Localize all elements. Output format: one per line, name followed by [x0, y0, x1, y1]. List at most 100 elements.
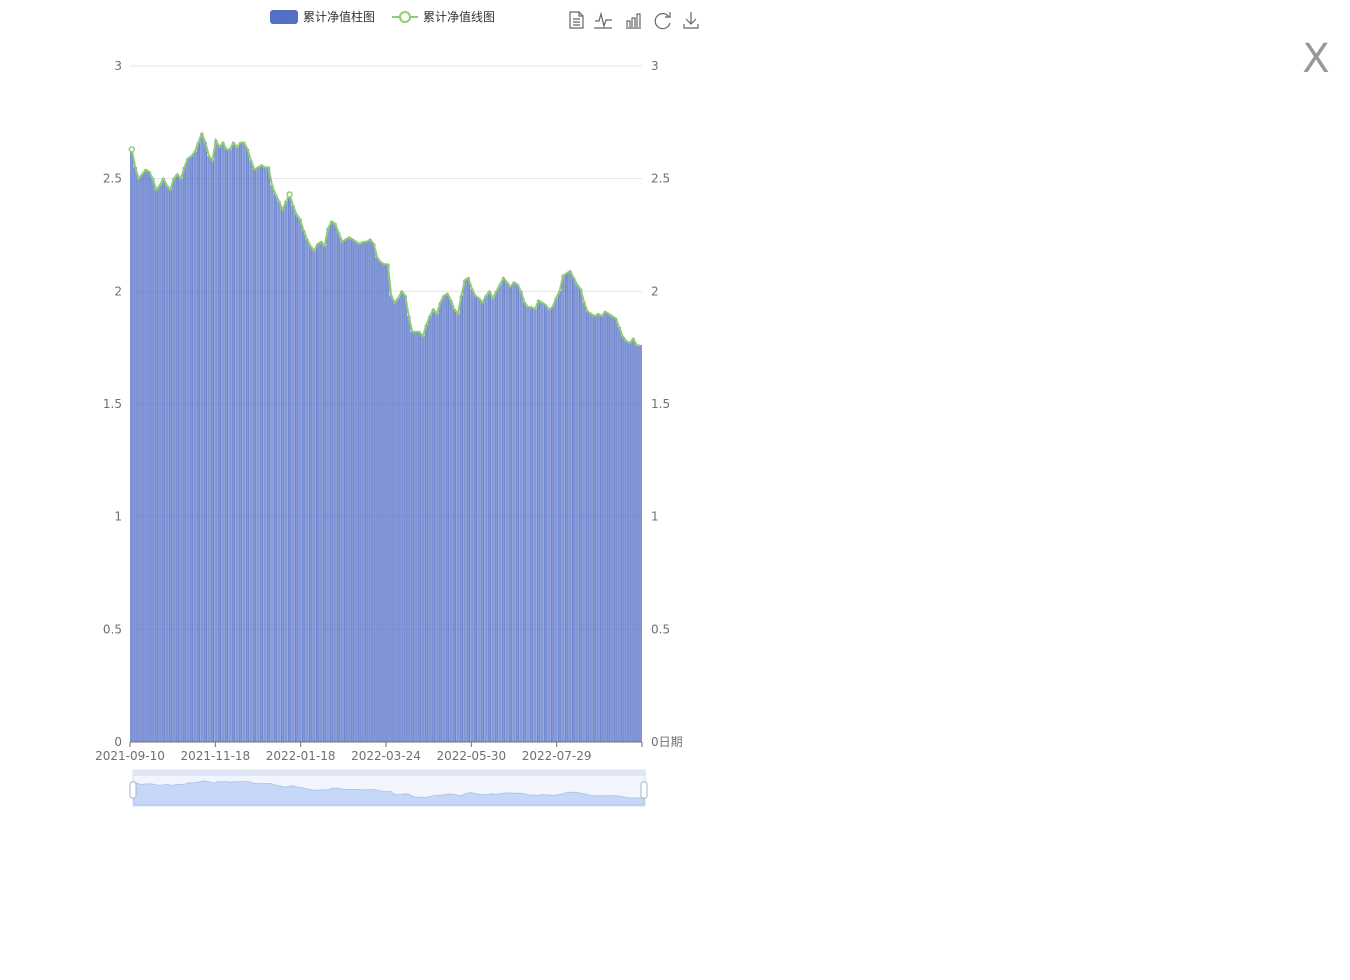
bar[interactable]	[424, 324, 428, 743]
bar[interactable]	[610, 315, 614, 743]
bar[interactable]	[294, 214, 299, 743]
bar[interactable]	[512, 282, 516, 743]
bar[interactable]	[319, 241, 323, 743]
bar[interactable]	[579, 288, 583, 743]
bar[interactable]	[603, 311, 607, 743]
bar[interactable]	[565, 273, 569, 743]
bar[interactable]	[452, 309, 456, 743]
bar[interactable]	[151, 178, 155, 743]
bar[interactable]	[147, 171, 151, 743]
bar[interactable]	[480, 302, 485, 743]
bar[interactable]	[326, 227, 330, 743]
bar[interactable]	[442, 295, 446, 743]
bar[interactable]	[533, 309, 537, 743]
bar[interactable]	[372, 243, 376, 743]
bar[interactable]	[207, 155, 211, 743]
bar[interactable]	[182, 167, 186, 743]
bar[interactable]	[519, 291, 523, 743]
bar[interactable]	[589, 313, 593, 743]
bar[interactable]	[522, 302, 527, 743]
bar[interactable]	[287, 194, 292, 743]
bar[interactable]	[624, 340, 628, 743]
close-button[interactable]: X	[1302, 36, 1330, 82]
bar[interactable]	[400, 291, 404, 743]
bar[interactable]	[137, 178, 141, 743]
bar[interactable]	[280, 209, 285, 743]
bar[interactable]	[586, 311, 590, 743]
bar[interactable]	[631, 338, 635, 743]
bar[interactable]	[568, 270, 572, 743]
bar[interactable]	[554, 297, 558, 743]
bar[interactable]	[158, 185, 162, 743]
bar[interactable]	[561, 275, 565, 743]
legend[interactable]: 累计净值柱图 累计净值线图	[270, 9, 495, 24]
bar[interactable]	[186, 158, 190, 743]
legend-item-bar[interactable]: 累计净值柱图	[270, 9, 375, 24]
bar[interactable]	[270, 185, 274, 743]
bar[interactable]	[638, 345, 642, 743]
bar[interactable]	[438, 302, 442, 743]
bar[interactable]	[309, 246, 313, 743]
bar[interactable]	[210, 160, 214, 743]
bar[interactable]	[189, 155, 193, 743]
bar[interactable]	[277, 200, 281, 743]
bar[interactable]	[414, 331, 418, 743]
bar[interactable]	[333, 223, 337, 743]
bar[interactable]	[347, 237, 351, 743]
bar[interactable]	[456, 313, 460, 743]
data-zoom-slider[interactable]	[129, 769, 648, 807]
bar[interactable]	[410, 331, 414, 743]
bar[interactable]	[459, 295, 463, 743]
bar[interactable]	[330, 221, 334, 743]
bar[interactable]	[172, 178, 176, 743]
bar[interactable]	[449, 300, 453, 743]
bar[interactable]	[217, 146, 222, 743]
bar[interactable]	[316, 243, 320, 743]
bar[interactable]	[361, 241, 365, 743]
bar[interactable]	[529, 306, 534, 743]
bar-chart-icon[interactable]	[626, 13, 641, 29]
bar[interactable]	[547, 309, 551, 743]
bar[interactable]	[403, 295, 407, 743]
download-icon[interactable]	[683, 12, 699, 29]
bar[interactable]	[407, 315, 411, 743]
bar[interactable]	[354, 241, 358, 743]
bar[interactable]	[508, 286, 513, 743]
bar[interactable]	[593, 315, 597, 743]
bar[interactable]	[238, 142, 243, 743]
bar[interactable]	[228, 149, 232, 743]
bar[interactable]	[249, 160, 253, 743]
zoom-top-bar[interactable]	[133, 770, 645, 776]
bar[interactable]	[540, 302, 544, 743]
bar[interactable]	[224, 149, 229, 743]
bar[interactable]	[498, 284, 502, 743]
legend-item-line[interactable]: 累计净值线图	[392, 9, 495, 24]
bar[interactable]	[344, 239, 348, 743]
bar[interactable]	[435, 313, 439, 743]
bar[interactable]	[463, 279, 467, 743]
bar[interactable]	[386, 264, 390, 743]
bar[interactable]	[515, 284, 520, 743]
bar[interactable]	[235, 146, 239, 743]
bar[interactable]	[144, 169, 148, 743]
bar[interactable]	[543, 304, 548, 743]
bar[interactable]	[193, 151, 197, 743]
bar[interactable]	[221, 142, 225, 743]
bar[interactable]	[614, 318, 618, 743]
bar[interactable]	[358, 243, 362, 743]
bar[interactable]	[575, 284, 579, 743]
bar[interactable]	[165, 185, 169, 743]
bar[interactable]	[505, 282, 509, 743]
bar[interactable]	[417, 331, 421, 743]
bar[interactable]	[179, 178, 183, 743]
bar[interactable]	[470, 288, 474, 743]
bar[interactable]	[491, 297, 495, 743]
bar[interactable]	[302, 230, 306, 743]
line-point-marker[interactable]	[286, 191, 293, 198]
bar[interactable]	[140, 173, 144, 743]
bar[interactable]	[484, 295, 488, 743]
bar[interactable]	[130, 149, 134, 743]
bar[interactable]	[231, 142, 236, 743]
bar[interactable]	[526, 306, 530, 743]
bar[interactable]	[312, 250, 316, 743]
